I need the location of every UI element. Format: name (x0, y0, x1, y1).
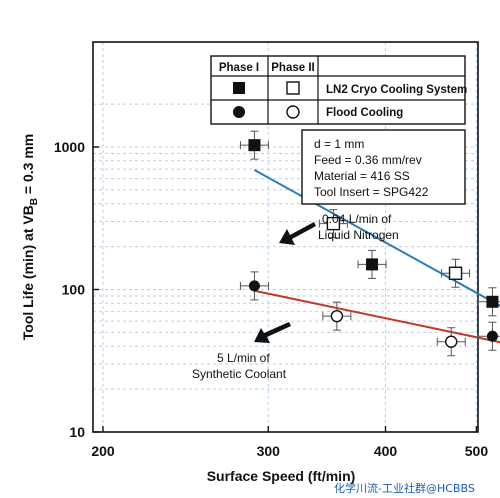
fit-line-flood_fit (254, 289, 500, 344)
y-axis-title-main: Tool Life (min) at VB (20, 205, 36, 340)
y-axis-title-subscript: B (29, 198, 40, 205)
data-point-flood_phase1 (239, 271, 269, 301)
condition-tool-insert: Tool Insert = SPG422 (314, 185, 429, 199)
y-axis-title-suffix: = 0.3 mm (20, 134, 36, 198)
annotation-ln2-line1: 0.04 L/min of (322, 212, 392, 226)
x-tick-label: 400 (374, 443, 398, 459)
data-point-ln2_phase1 (239, 130, 269, 160)
watermark-text: 化学川流-工业社群@HCBBS (334, 481, 475, 495)
data-markers (239, 130, 500, 357)
marker-filled-square (486, 295, 499, 308)
data-point-flood_phase2 (436, 327, 466, 357)
annotation-flood-arrow-icon (254, 322, 291, 343)
legend-open-square-icon (286, 81, 300, 95)
legend-open-circle-icon (286, 105, 300, 119)
marker-filled-square (366, 258, 379, 271)
data-point-flood_phase1 (477, 321, 500, 351)
condition-depth: d = 1 mm (314, 137, 364, 151)
plot-frame (92, 41, 479, 433)
y-tick-label: 100 (62, 282, 86, 298)
axis-ticks: 200300400500600700800101001000 (54, 139, 489, 459)
marker-open-square (448, 266, 463, 280)
legend-header-phase1: Phase I (219, 62, 259, 74)
legend-label-flood: Flood Cooling (326, 107, 403, 119)
x-tick-label: 500 (465, 443, 489, 459)
condition-material: Material = 416 SS (314, 169, 410, 183)
data-point-flood_phase2 (322, 301, 352, 331)
marker-open-circle (330, 309, 344, 323)
annotation-ln2-line2: Liquid Nitrogen (318, 228, 399, 242)
y-tick-label: 10 (69, 424, 85, 440)
marker-open-square (326, 216, 341, 231)
annotation-flood-line1: 5 L/min of (217, 351, 270, 365)
legend-header-phase2: Phase II (271, 62, 314, 74)
data-point-ln2_phase2 (441, 258, 471, 288)
data-point-ln2_phase2 (318, 209, 348, 239)
conditions-box: d = 1 mm Feed = 0.36 mm/rev Material = 4… (301, 129, 466, 205)
marker-filled-circle (248, 280, 260, 292)
data-point-ln2_phase1 (477, 287, 500, 317)
data-point-ln2_phase1 (357, 249, 387, 279)
marker-filled-circle (486, 330, 498, 342)
legend-filled-circle-icon (233, 106, 245, 118)
legend-label-ln2: LN2 Cryo Cooling System (326, 84, 467, 96)
legend: Phase I Phase II LN2 Cryo Cooling System… (210, 55, 467, 125)
marker-open-circle (445, 335, 458, 348)
legend-filled-square-icon (233, 82, 245, 94)
condition-feed: Feed = 0.36 mm/rev (314, 153, 422, 167)
annotation-flood-line2: Synthetic Coolant (192, 367, 287, 381)
y-tick-label: 1000 (54, 139, 85, 155)
marker-filled-square (248, 139, 261, 152)
x-tick-label: 200 (91, 443, 115, 459)
x-axis-title: Surface Speed (ft/min) (207, 468, 356, 484)
x-tick-label: 300 (257, 443, 281, 459)
y-axis-title: Tool Life (min) at VBB = 0.3 mm (20, 134, 40, 341)
annotation-ln2-arrow-icon (279, 222, 316, 245)
